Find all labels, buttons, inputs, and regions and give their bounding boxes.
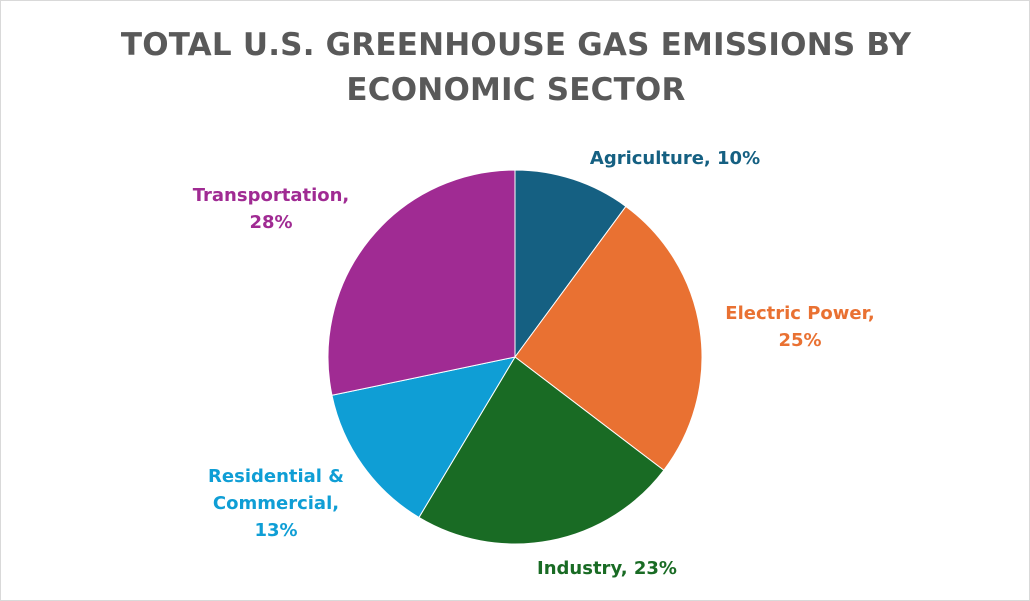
data-label-line: 25% xyxy=(778,330,821,351)
chart-title-line-2: ECONOMIC SECTOR xyxy=(346,72,686,108)
data-label-line: Residential & xyxy=(208,466,344,487)
data-label-transportation: Transportation, 28% xyxy=(193,185,350,233)
data-label-electric-power: Electric Power, 25% xyxy=(725,303,874,351)
data-label-agriculture: Agriculture, 10% xyxy=(590,148,760,169)
data-label-industry: Industry, 23% xyxy=(537,558,677,579)
pie-slice-transportation xyxy=(327,169,516,396)
data-label-line: Agriculture, 10% xyxy=(590,148,760,169)
chart-title-line-1: TOTAL U.S. GREENHOUSE GAS EMISSIONS BY xyxy=(120,27,912,63)
data-label-line: Transportation, xyxy=(193,185,350,206)
pie-slice-industry xyxy=(418,356,665,545)
chart-title: TOTAL U.S. GREENHOUSE GAS EMISSIONS BY E… xyxy=(1,23,1030,113)
data-label-line: Industry, 23% xyxy=(537,558,677,579)
pie-slice-agriculture xyxy=(514,169,627,359)
data-label-line: Electric Power, xyxy=(725,303,874,324)
pie-slice-electric-power xyxy=(514,205,703,471)
data-label-line: Commercial, xyxy=(213,493,339,514)
data-label-line: 13% xyxy=(254,520,297,541)
data-label-line: 28% xyxy=(249,212,292,233)
pie-slice-residential-commercial xyxy=(331,356,517,519)
data-label-residential-commercial: Residential & Commercial, 13% xyxy=(208,466,344,541)
